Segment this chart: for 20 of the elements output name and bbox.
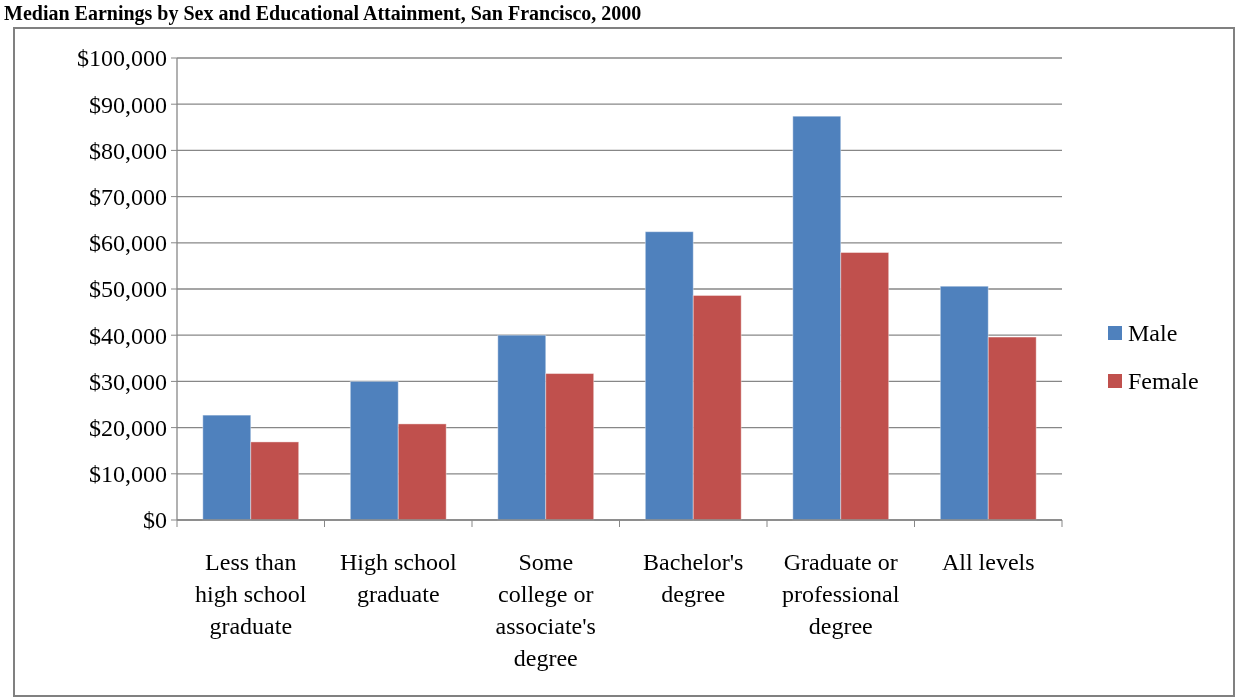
y-tick-label: $0 [143, 507, 167, 534]
legend-label: Male [1128, 320, 1178, 347]
x-tick-label: All levels [941, 549, 1035, 575]
y-tick-label: $70,000 [89, 184, 167, 210]
y-tick-label: $60,000 [89, 230, 167, 257]
x-tick-label: Some college or associate's degree [495, 549, 596, 671]
y-tick-label: $20,000 [89, 415, 167, 441]
y-tick-label: $10,000 [89, 461, 167, 488]
x-tick-label: Graduate or professional degree [782, 549, 900, 639]
x-tick-label: Less than high school graduate [195, 549, 307, 639]
y-tick-label: $100,000 [77, 45, 167, 72]
y-tick-label: $90,000 [89, 91, 167, 118]
legend-label: Female [1128, 368, 1199, 395]
x-tick-label: High school graduate [339, 549, 457, 607]
chart-title: Median Earnings by Sex and Educational Attainment, San Francisco, 2000 [4, 2, 642, 25]
y-tick-label: $80,000 [89, 137, 167, 164]
y-tick-label: $40,000 [89, 322, 167, 349]
y-tick-label: $50,000 [89, 276, 167, 303]
x-tick-label: Bachelor's degree [643, 549, 744, 607]
y-tick-label: $30,000 [89, 368, 167, 395]
